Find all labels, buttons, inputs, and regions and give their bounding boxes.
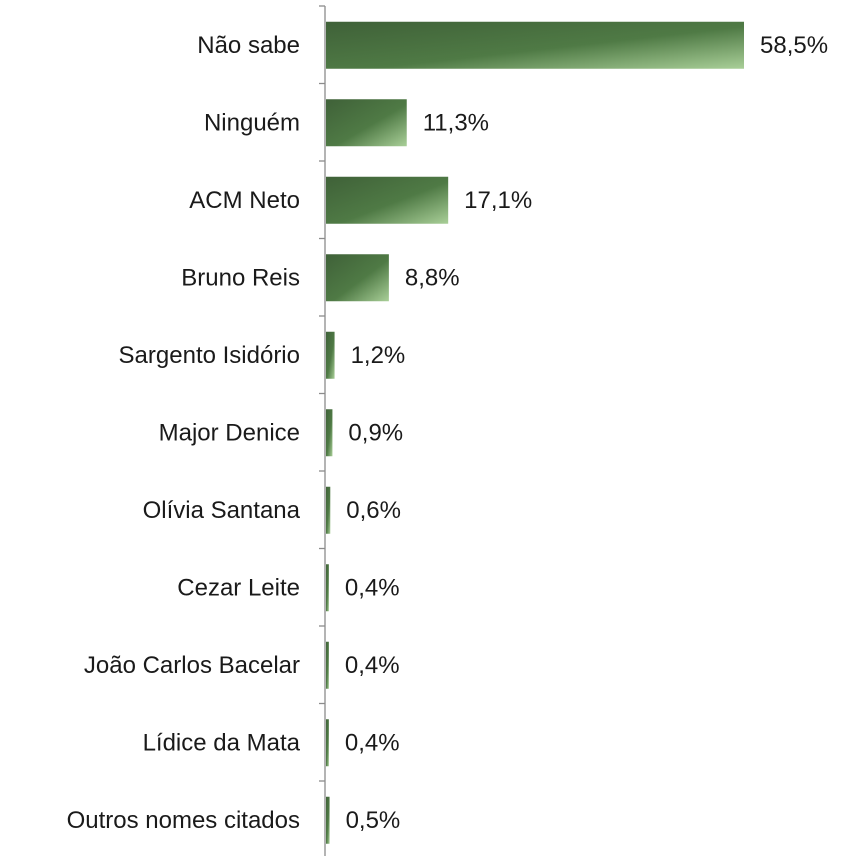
data-label: 0,4% — [345, 729, 400, 756]
data-label: 0,6% — [346, 497, 401, 524]
data-label: 11,3% — [423, 109, 489, 136]
category-label: Cezar Leite — [177, 574, 300, 601]
data-label: 0,5% — [346, 807, 401, 834]
bar — [326, 331, 335, 379]
category-label: Olívia Santana — [143, 497, 301, 524]
data-label: 8,8% — [405, 264, 460, 291]
category-label: João Carlos Bacelar — [84, 652, 300, 679]
category-label: ACM Neto — [189, 187, 300, 214]
data-label: 1,2% — [351, 342, 406, 369]
bar — [326, 254, 389, 302]
bar — [326, 21, 744, 69]
bar — [326, 99, 407, 147]
bar — [326, 641, 329, 689]
bar — [326, 409, 333, 457]
bar — [326, 564, 329, 612]
bar — [326, 486, 331, 534]
category-label: Bruno Reis — [181, 264, 300, 291]
category-label: Lídice da Mata — [143, 729, 301, 756]
data-label: 0,4% — [345, 574, 400, 601]
data-label: 0,9% — [348, 419, 403, 446]
category-label: Outros nomes citados — [67, 807, 300, 834]
category-label: Ninguém — [204, 109, 300, 136]
bar — [326, 796, 330, 844]
data-label: 0,4% — [345, 652, 400, 679]
bar — [326, 719, 329, 767]
category-labels: Não sabe Ninguém ACM Neto Bruno Reis Sargent… — [67, 32, 301, 834]
data-label: 58,5% — [760, 32, 828, 59]
category-label: Sargento Isidório — [119, 342, 300, 369]
category-label: Major Denice — [159, 419, 300, 446]
category-axis — [319, 5, 326, 856]
data-label: 17,1% — [464, 187, 532, 214]
category-label: Não sabe — [197, 32, 300, 59]
value-labels: 58,5% 11,3% 17,1% 8,8% 1,2% 0,9% 0,6% 0,4% 0,4% 0… — [345, 32, 828, 834]
bars-group — [326, 21, 744, 844]
bar — [326, 176, 449, 224]
